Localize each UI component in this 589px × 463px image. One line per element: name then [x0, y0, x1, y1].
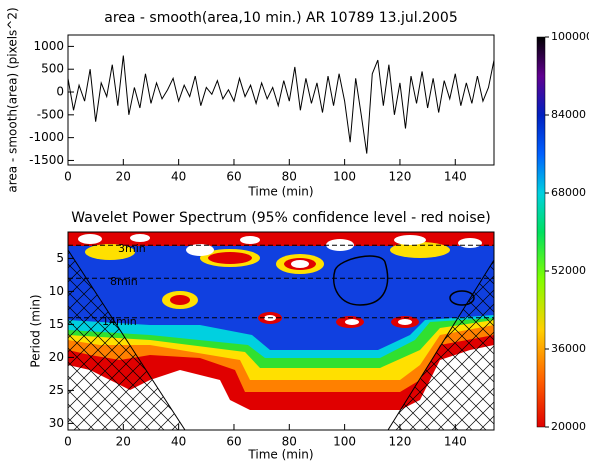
x-axis-label: Time (min)	[247, 448, 313, 462]
x-tick-label: 140	[444, 170, 467, 184]
wavelet-image	[68, 232, 494, 430]
x-tick-label: 20	[116, 170, 131, 184]
chart-title: area - smooth(area,10 min.) AR 10789 13.…	[104, 10, 458, 26]
y-tick-label: 25	[49, 383, 64, 397]
annotation-label: 8min	[110, 275, 138, 288]
x-tick-label: 120	[388, 435, 411, 449]
colorbar-tick-label: 84000	[551, 108, 586, 121]
x-tick-label: 40	[171, 435, 186, 449]
y-tick-label: 15	[49, 317, 64, 331]
y-tick-label: 5	[56, 251, 64, 265]
y-axis-label: area - smooth(area) (pixels^2)	[6, 7, 20, 192]
y-tick-label: -1500	[29, 153, 64, 167]
annotation-label: 14min	[102, 315, 137, 328]
x-tick-label: 60	[226, 435, 241, 449]
colorbar-tick-label: 52000	[551, 264, 586, 277]
y-tick-label: -500	[37, 107, 64, 121]
axes-frame	[67, 34, 495, 166]
x-tick-label: 0	[64, 170, 72, 184]
colorbar-tick-label: 20000	[551, 420, 586, 433]
y-axis-label: Period (min)	[29, 294, 43, 367]
colorbar-tick-label: 100000	[551, 30, 589, 43]
y-tick-label: 0	[56, 85, 64, 99]
x-tick-label: 60	[226, 170, 241, 184]
x-tick-label: 100	[333, 435, 356, 449]
y-tick-label: 1000	[33, 39, 64, 53]
x-tick-label: 40	[171, 170, 186, 184]
x-tick-label: 100	[333, 170, 356, 184]
x-tick-label: 0	[64, 435, 72, 449]
data-line	[68, 55, 494, 154]
x-tick-label: 80	[282, 435, 297, 449]
y-tick-label: 10	[49, 284, 64, 298]
y-tick-label: 30	[49, 416, 64, 430]
colorbar-tick-label: 36000	[551, 342, 586, 355]
annotation-label: 3min	[118, 242, 146, 255]
colorbar	[536, 36, 546, 428]
x-tick-label: 80	[282, 170, 297, 184]
axes-frame	[67, 231, 495, 431]
x-tick-label: 20	[116, 435, 131, 449]
y-tick-label: 20	[49, 350, 64, 364]
x-tick-label: 140	[444, 435, 467, 449]
x-tick-label: 120	[388, 170, 411, 184]
x-axis-label: Time (min)	[247, 185, 313, 199]
chart-title: Wavelet Power Spectrum (95% confidence l…	[71, 210, 490, 226]
y-tick-label: 500	[41, 62, 64, 76]
colorbar-tick-label: 68000	[551, 186, 586, 199]
y-tick-label: -1000	[29, 130, 64, 144]
